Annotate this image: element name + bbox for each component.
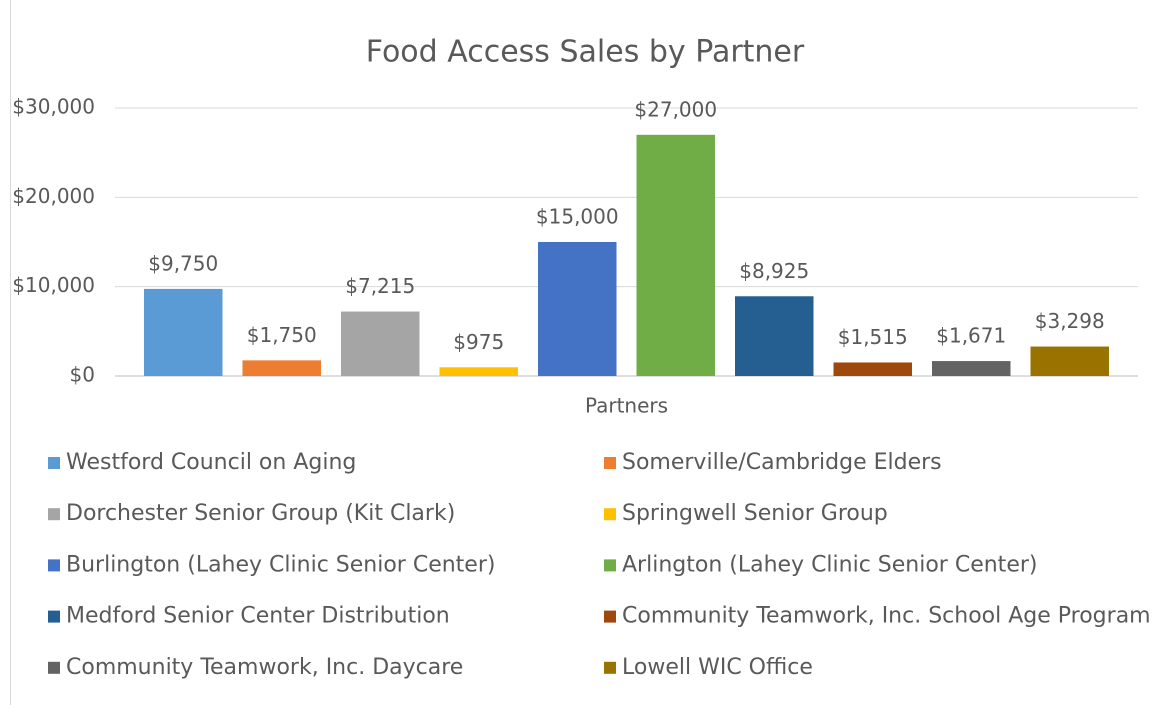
legend-swatch — [48, 610, 60, 623]
data-label: $1,515 — [838, 325, 908, 349]
legend-swatch — [48, 559, 60, 572]
data-label: $27,000 — [634, 97, 717, 121]
bar — [636, 134, 715, 376]
y-tick-label: $0 — [70, 363, 95, 387]
data-label: $9,750 — [148, 251, 218, 275]
bar — [144, 288, 223, 376]
legend-label: Springwell Senior Group — [622, 501, 888, 526]
bar — [439, 367, 518, 376]
legend-label: Westford Council on Aging — [66, 450, 356, 475]
legend-swatch — [604, 661, 616, 674]
y-tick-label: $20,000 — [12, 184, 95, 208]
legend-label: Arlington (Lahey Clinic Senior Center) — [622, 552, 1037, 577]
bar — [242, 360, 321, 376]
legend-swatch — [604, 508, 616, 521]
legend-label: Burlington (Lahey Clinic Senior Center) — [66, 552, 495, 577]
legend-swatch — [48, 508, 60, 521]
legend-label: Dorchester Senior Group (Kit Clark) — [66, 501, 455, 526]
legend-label: Medford Senior Center Distribution — [66, 604, 450, 629]
legend-label: Community Teamwork, Inc. School Age Prog… — [622, 604, 1151, 629]
bar — [833, 362, 912, 376]
bar — [341, 311, 420, 376]
y-tick-label: $30,000 — [12, 95, 95, 119]
legend-swatch — [48, 661, 60, 674]
legend-swatch — [604, 457, 616, 469]
bar — [735, 296, 814, 376]
bar — [1030, 346, 1109, 376]
data-label: $975 — [453, 330, 504, 354]
y-tick-label: $10,000 — [12, 273, 95, 297]
legend-swatch — [604, 559, 616, 572]
legend-label: Lowell WIC Office — [622, 655, 813, 680]
data-label: $7,215 — [345, 274, 415, 298]
data-label: $8,925 — [739, 259, 809, 283]
x-tick-label: Partners — [585, 394, 668, 418]
data-label: $3,298 — [1035, 309, 1105, 333]
data-label: $1,750 — [247, 323, 317, 347]
legend-swatch — [48, 457, 60, 469]
bar — [538, 242, 617, 376]
data-label: $15,000 — [536, 205, 619, 229]
bar — [932, 361, 1011, 376]
legend-label: Community Teamwork, Inc. Daycare — [66, 655, 463, 680]
data-label: $1,671 — [936, 324, 1006, 348]
legend-swatch — [604, 610, 616, 623]
legend-label: Somerville/Cambridge Elders — [622, 450, 942, 475]
chart-title: Food Access Sales by Partner — [366, 35, 805, 70]
